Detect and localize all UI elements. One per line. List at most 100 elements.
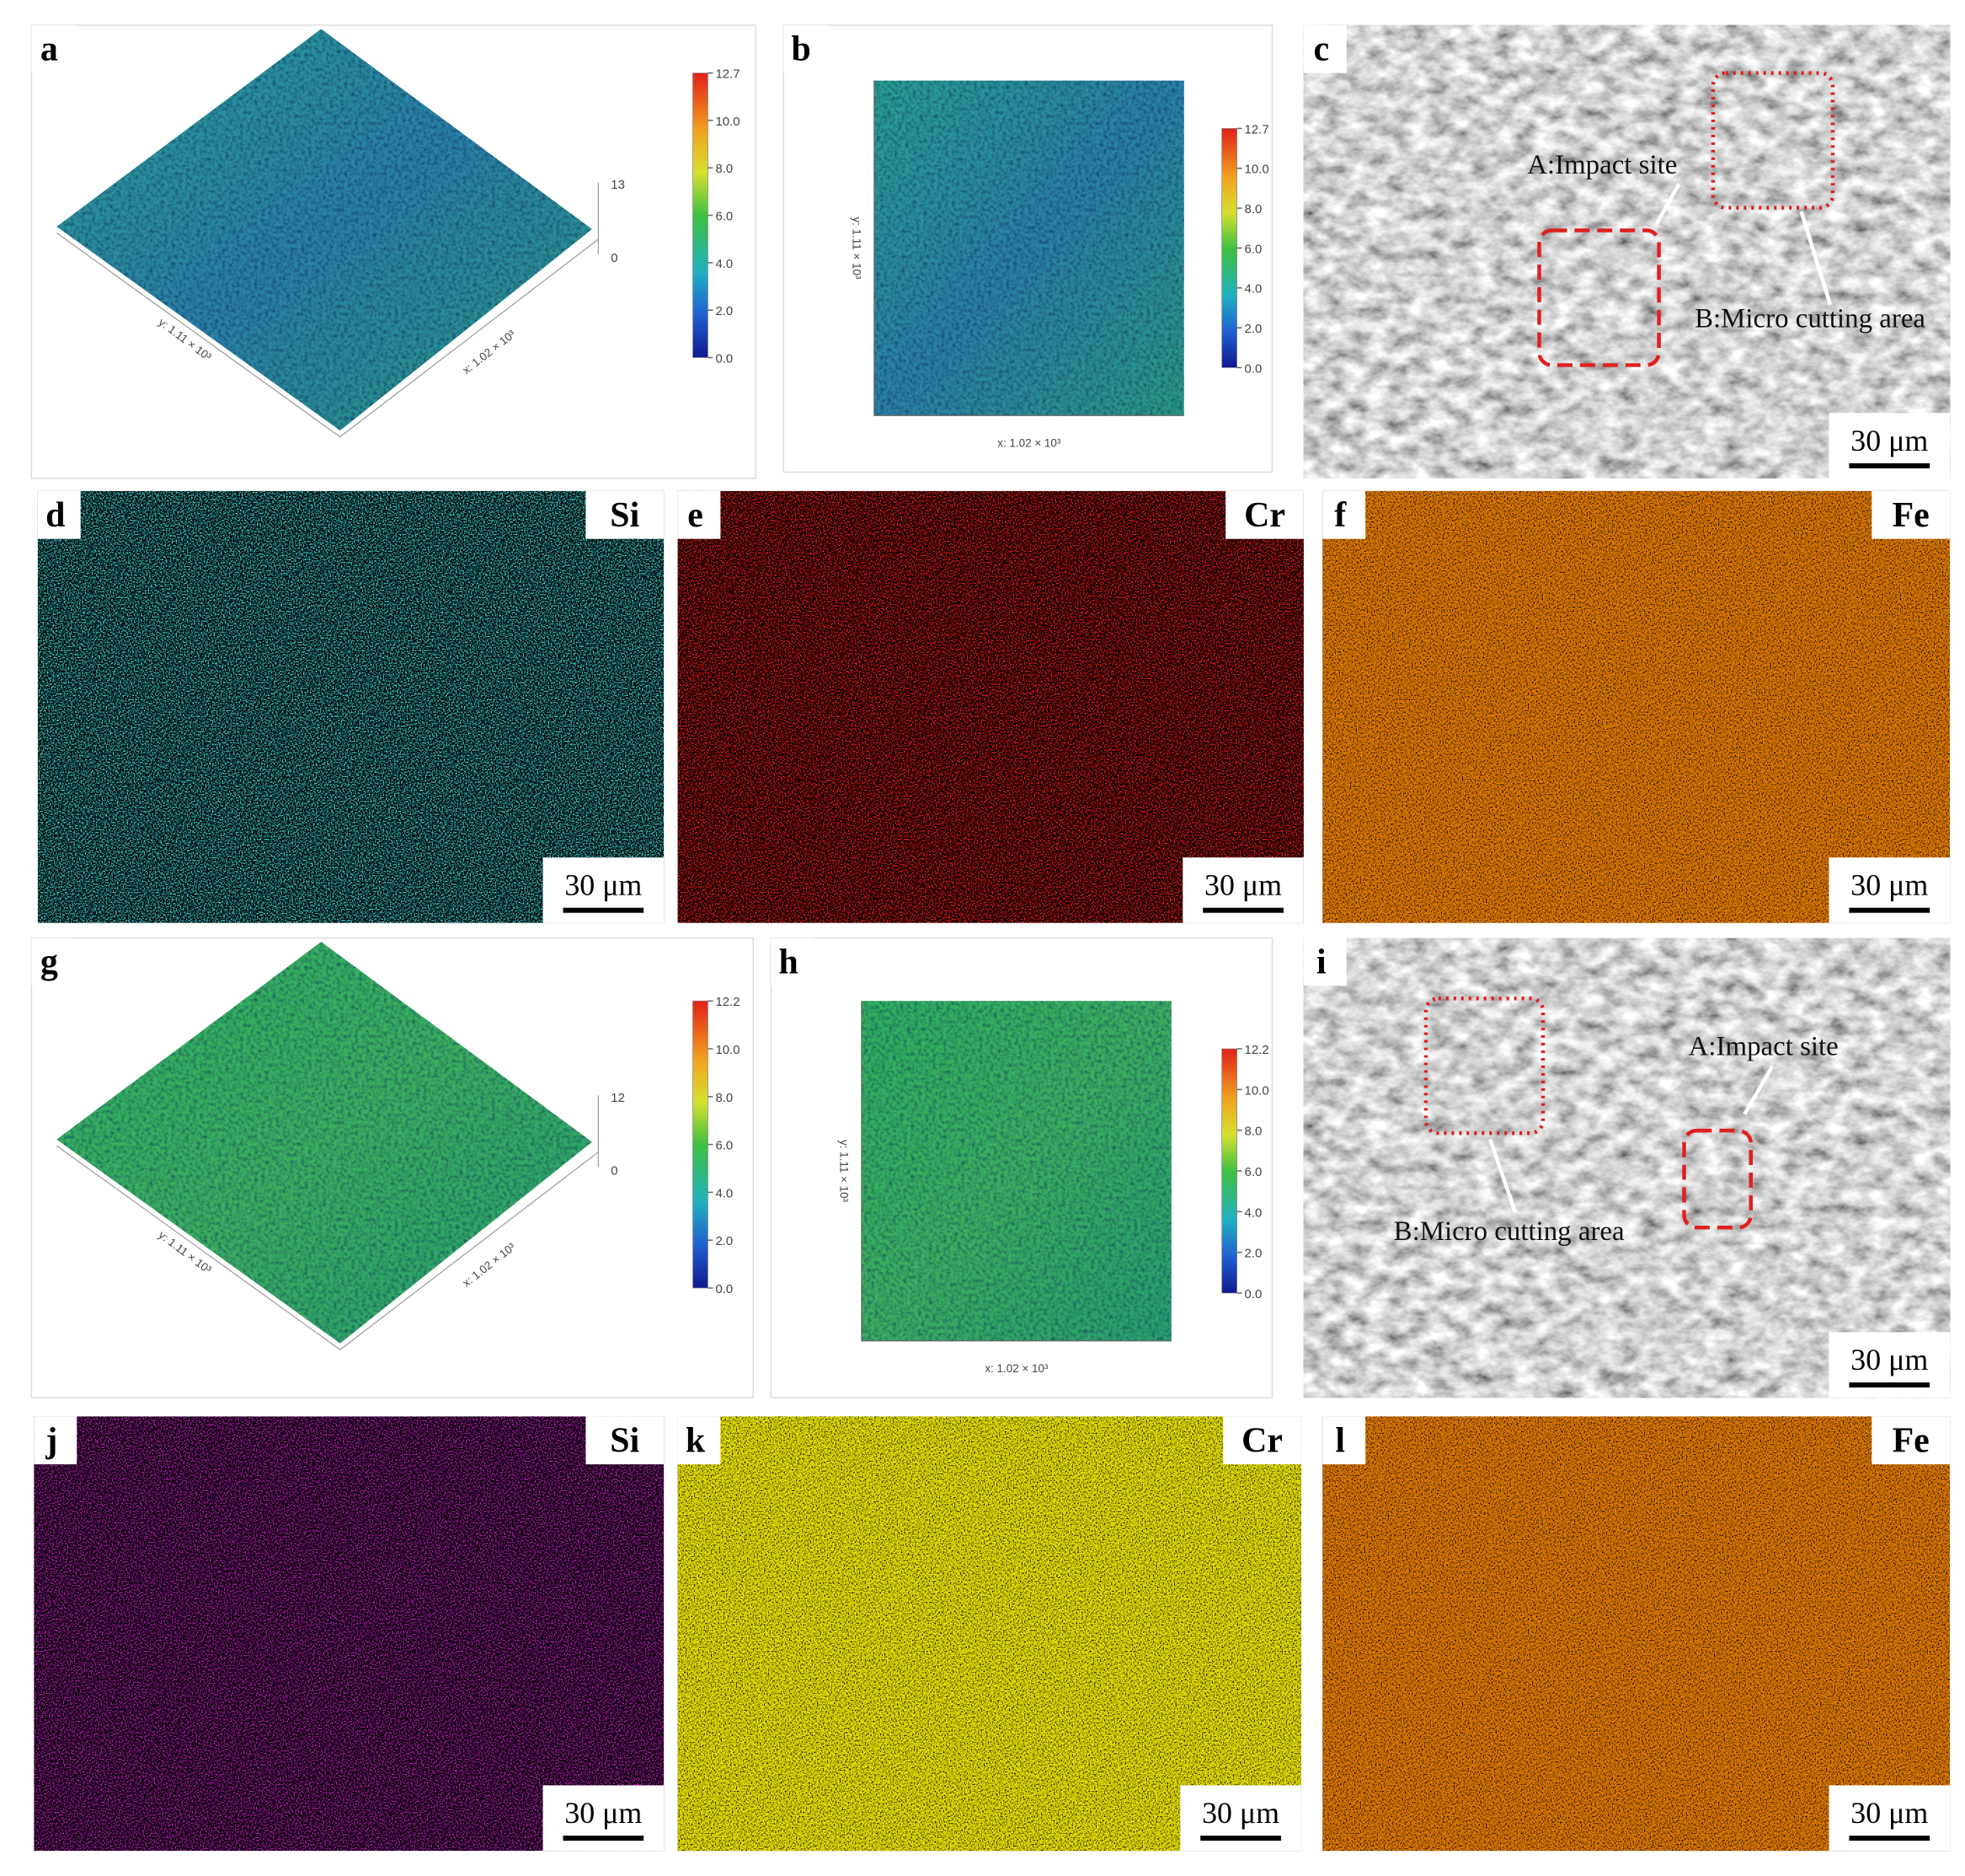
panel: A:Impact site B:Micro cutting area c 30 μm bbox=[1303, 24, 1951, 478]
colorbar-tick-label: 6.0 bbox=[1245, 1165, 1263, 1179]
panel-label: h bbox=[779, 943, 798, 981]
colorbar-tick-label: 12.2 bbox=[715, 995, 740, 1009]
colorbar-tick-label: 6.0 bbox=[715, 210, 733, 224]
panel: f Fe 30 μm bbox=[1322, 490, 1951, 923]
region-a-box bbox=[1537, 228, 1661, 367]
colorbar-tick-label: 10.0 bbox=[1245, 1083, 1269, 1098]
panel-label: g bbox=[40, 943, 58, 981]
eds-map bbox=[1322, 1416, 1951, 1852]
panel-label: k bbox=[686, 1421, 706, 1460]
label-box bbox=[34, 1416, 77, 1465]
colorbar-tick-label: 4.0 bbox=[1245, 1205, 1263, 1220]
element-label: Si bbox=[610, 1421, 639, 1460]
x-axis-label: x: 1.02 × 10³ bbox=[985, 1362, 1049, 1375]
label-box bbox=[783, 24, 827, 73]
arrow bbox=[1654, 183, 1681, 226]
label-box bbox=[677, 1416, 721, 1465]
colorbar-tick-label: 4.0 bbox=[1245, 282, 1263, 297]
element-box bbox=[1872, 490, 1951, 539]
panel-label: c bbox=[1313, 30, 1329, 69]
element-label: Fe bbox=[1893, 496, 1930, 535]
colorbar-tick-label: 0.0 bbox=[1245, 361, 1263, 376]
surface-axis bbox=[56, 1145, 599, 1350]
label-box bbox=[37, 490, 81, 539]
surface-3d bbox=[56, 29, 592, 431]
panel: A:Impact site B:Micro cutting area i 30 μm bbox=[1303, 938, 1951, 1398]
colorbar-tick-label: 2.0 bbox=[1245, 1247, 1263, 1261]
annotation: B:Micro cutting area bbox=[1695, 304, 1925, 334]
colorbar-tick-label: 12.7 bbox=[715, 67, 740, 82]
element-box bbox=[1223, 1416, 1301, 1465]
panel-label: j bbox=[45, 1421, 57, 1460]
colorbar-tick-label: 2.0 bbox=[715, 1234, 733, 1248]
colorbar bbox=[1221, 128, 1237, 368]
colorbar-tick-label: 12.7 bbox=[1245, 122, 1269, 136]
y-axis-label: y: 1.11 × 10³ bbox=[850, 216, 862, 280]
height-map bbox=[861, 1001, 1172, 1341]
colorbar-tick-label: 6.0 bbox=[715, 1139, 733, 1153]
panel: e Cr 30 μm bbox=[677, 490, 1304, 923]
colorbar-tick-label: 10.0 bbox=[715, 115, 740, 129]
x-axis-label: x: 1.02 × 10³ bbox=[997, 437, 1061, 450]
label-box bbox=[677, 490, 721, 539]
region-b-box bbox=[1423, 997, 1546, 1136]
y-axis-label: y: 1.11 × 10³ bbox=[838, 1140, 851, 1203]
eds-map bbox=[677, 1416, 1301, 1852]
panel: j Si 30 μm bbox=[34, 1416, 665, 1852]
sem-image bbox=[1303, 938, 1951, 1398]
panel-label: d bbox=[45, 496, 65, 535]
scale-bar-label: 30 μm bbox=[564, 1796, 642, 1830]
panel-label: a bbox=[40, 30, 58, 69]
arrow bbox=[1743, 1065, 1775, 1115]
colorbar-tick-label: 8.0 bbox=[715, 162, 733, 176]
colorbar-tick-label: 8.0 bbox=[715, 1091, 733, 1105]
eds-map bbox=[34, 1416, 665, 1852]
scale-bar-label: 30 μm bbox=[1850, 869, 1928, 902]
colorbar-tick-label: 0.0 bbox=[715, 1282, 733, 1296]
colorbar-tick-label: 4.0 bbox=[715, 257, 733, 271]
colorbar bbox=[1221, 1048, 1237, 1294]
panel: l Fe 30 μm bbox=[1322, 1416, 1951, 1852]
scale-bar-label: 30 μm bbox=[1202, 1796, 1279, 1830]
scale-bar-label: 30 μm bbox=[1850, 1796, 1928, 1830]
scale-bar-label: 30 μm bbox=[1850, 424, 1928, 457]
map-axes bbox=[873, 80, 1184, 416]
region-a-box bbox=[1682, 1128, 1754, 1230]
eds-map bbox=[677, 490, 1304, 923]
colorbar-tick-label: 2.0 bbox=[1245, 322, 1263, 336]
annotation: A:Impact site bbox=[1689, 1032, 1839, 1062]
element-label: Fe bbox=[1893, 1421, 1930, 1460]
panel: k Cr 30 μm bbox=[677, 1416, 1301, 1852]
eds-map bbox=[37, 490, 665, 923]
z-tick-label: 0 bbox=[611, 1163, 617, 1178]
panel: x: 1.02 × 10³ y: 1.11 × 10³ 12.7 10.0 8.0 6.0… bbox=[782, 24, 1274, 473]
element-box bbox=[585, 490, 665, 539]
arrow bbox=[1488, 1138, 1518, 1214]
label-box bbox=[771, 938, 814, 986]
eds-map bbox=[1322, 490, 1951, 923]
label-box bbox=[1322, 1416, 1366, 1465]
z-tick-label: 0 bbox=[611, 251, 617, 265]
colorbar-tick-label: 0.0 bbox=[715, 351, 733, 366]
colorbar bbox=[692, 1000, 708, 1289]
scale-bar-label: 30 μm bbox=[1204, 869, 1282, 902]
colorbar-tick-label: 0.0 bbox=[1245, 1287, 1263, 1301]
colorbar-tick-label: 8.0 bbox=[1245, 1125, 1263, 1139]
element-box bbox=[585, 1416, 665, 1465]
label-box bbox=[1303, 938, 1347, 986]
element-label: Si bbox=[610, 496, 639, 535]
scale-bar-label: 30 μm bbox=[1850, 1343, 1928, 1376]
panel-label: i bbox=[1316, 943, 1327, 981]
element-box bbox=[1225, 490, 1304, 539]
label-box bbox=[31, 24, 75, 73]
colorbar-tick-label: 8.0 bbox=[1245, 202, 1263, 216]
label-box bbox=[1303, 24, 1347, 73]
colorbar-tick-label: 12.2 bbox=[1245, 1043, 1269, 1057]
colorbar-tick-label: 10.0 bbox=[1245, 163, 1269, 177]
element-label: Cr bbox=[1241, 1421, 1283, 1460]
panel: d Si 30 μm bbox=[37, 490, 665, 923]
element-label: Cr bbox=[1244, 496, 1285, 535]
